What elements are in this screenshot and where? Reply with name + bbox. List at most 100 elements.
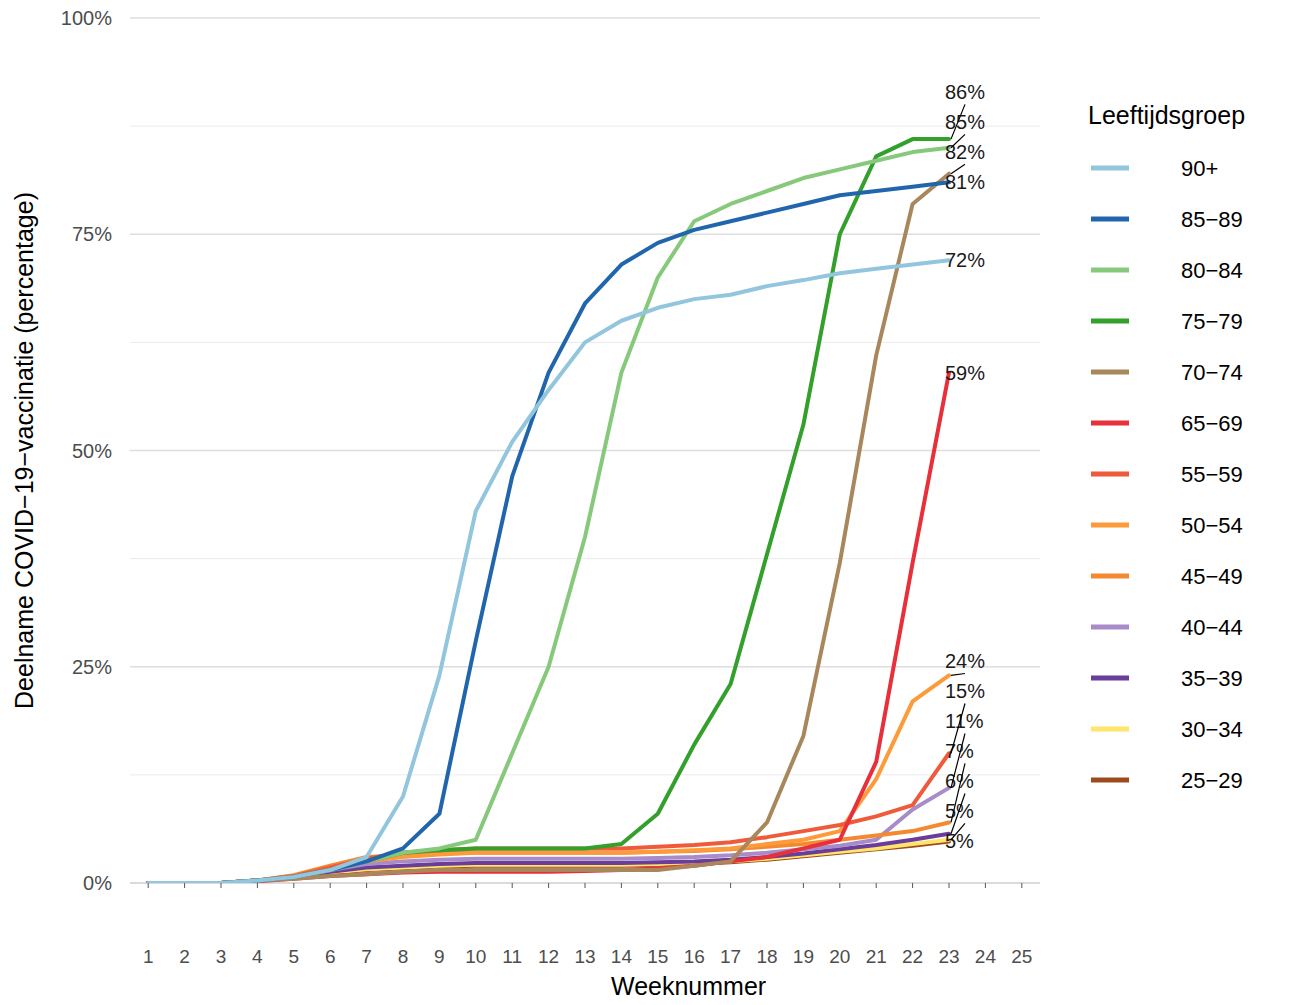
end-label: 59% [945, 362, 985, 384]
series-line [148, 139, 949, 883]
x-tick-label: 6 [325, 946, 336, 967]
y-axis-label: Deelname COVID−19−vaccinatie (percentage… [10, 192, 38, 709]
x-tick [221, 883, 222, 888]
legend-swatch [1091, 421, 1129, 426]
legend-label: 75−79 [1181, 309, 1243, 334]
legend-swatch [1091, 625, 1129, 630]
x-tick [475, 883, 476, 888]
x-tick-label: 4 [252, 946, 263, 967]
end-label: 15% [945, 680, 985, 702]
x-tick-label: 22 [902, 946, 923, 967]
y-tick-label: 75% [72, 223, 112, 245]
x-tick [657, 883, 658, 888]
x-tick [585, 883, 586, 888]
legend-label: 70−74 [1181, 360, 1243, 385]
end-label: 72% [945, 249, 985, 271]
x-tick [985, 883, 986, 888]
y-tick-label: 100% [61, 7, 112, 29]
x-tick [767, 883, 768, 888]
x-tick-label: 2 [179, 946, 190, 967]
legend-swatch [1091, 472, 1129, 477]
x-tick-label: 15 [647, 946, 668, 967]
legend-label: 55−59 [1181, 462, 1243, 487]
leader-line [951, 134, 965, 147]
x-tick [403, 883, 404, 888]
x-tick-label: 17 [720, 946, 741, 967]
legend-swatch [1091, 319, 1129, 324]
x-tick [512, 883, 513, 888]
x-tick-label: 8 [398, 946, 409, 967]
legend-label: 45−49 [1181, 564, 1243, 589]
x-tick [293, 883, 294, 888]
x-tick-label: 14 [611, 946, 633, 967]
x-tick-label: 18 [756, 946, 777, 967]
legend-swatch [1091, 370, 1129, 375]
end-label: 11% [945, 710, 984, 732]
x-tick-label: 25 [1011, 946, 1032, 967]
x-tick-label: 5 [289, 946, 300, 967]
grid-line [130, 666, 1040, 668]
x-tick-label: 10 [465, 946, 486, 967]
end-label: 7% [945, 740, 974, 762]
x-tick [803, 883, 804, 888]
x-tick [839, 883, 840, 888]
end-label: 85% [945, 111, 985, 133]
legend-label: 65−69 [1181, 411, 1243, 436]
legend-swatch [1091, 727, 1129, 732]
leader-line [951, 164, 965, 173]
legend-label: 50−54 [1181, 513, 1243, 538]
y-tick-label: 25% [72, 656, 112, 678]
x-tick [621, 883, 622, 888]
legend-swatch [1091, 778, 1129, 783]
legend-label: 40−44 [1181, 615, 1243, 640]
end-label: 6% [945, 770, 974, 792]
series-line [148, 174, 949, 883]
lines [148, 139, 949, 883]
end-label: 86% [945, 81, 985, 103]
y-tick-label: 50% [72, 440, 112, 462]
x-tick-label: 16 [684, 946, 705, 967]
x-tick-label: 24 [975, 946, 997, 967]
x-tick-label: 23 [938, 946, 959, 967]
legend-label: 35−39 [1181, 666, 1243, 691]
series-line [148, 148, 949, 883]
x-axis-label: Weeknummer [611, 972, 766, 1000]
x-tick [184, 883, 185, 888]
legend-label: 80−84 [1181, 258, 1243, 283]
x-tick [876, 883, 877, 888]
leader-line [951, 673, 965, 675]
x-tick [694, 883, 695, 888]
legend-swatch [1091, 523, 1129, 528]
grid-line [130, 17, 1040, 19]
x-tick [548, 883, 549, 888]
legend-label: 85−89 [1181, 207, 1243, 232]
x-tick-label: 1 [143, 946, 154, 967]
chart: 0%25%50%75%100%1234567891011121314151617… [0, 0, 1299, 1005]
x-tick [949, 883, 950, 888]
leader-line [951, 703, 965, 753]
x-tick [439, 883, 440, 888]
x-tick-label: 21 [866, 946, 887, 967]
end-label: 5% [945, 830, 974, 852]
leader-line [951, 763, 965, 822]
legend-label: 90+ [1181, 156, 1218, 181]
end-label: 5% [945, 800, 974, 822]
y-tick-label: 0% [83, 872, 112, 894]
legend-swatch [1091, 268, 1129, 273]
end-label: 82% [945, 141, 985, 163]
minor-grid-line [130, 126, 1040, 127]
x-tick-label: 20 [829, 946, 850, 967]
leader-line [951, 104, 965, 139]
x-tick-label: 9 [434, 946, 445, 967]
x-tick-label: 7 [361, 946, 372, 967]
x-tick [148, 883, 149, 888]
x-tick [730, 883, 731, 888]
x-tick-label: 13 [574, 946, 595, 967]
minor-grid-line [130, 558, 1040, 559]
grid-line [130, 450, 1040, 452]
legend-title: Leeftijdsgroep [1088, 101, 1245, 129]
series-line [148, 373, 949, 883]
x-tick-label: 3 [216, 946, 227, 967]
legend-swatch [1091, 166, 1129, 171]
x-tick [1021, 883, 1022, 888]
